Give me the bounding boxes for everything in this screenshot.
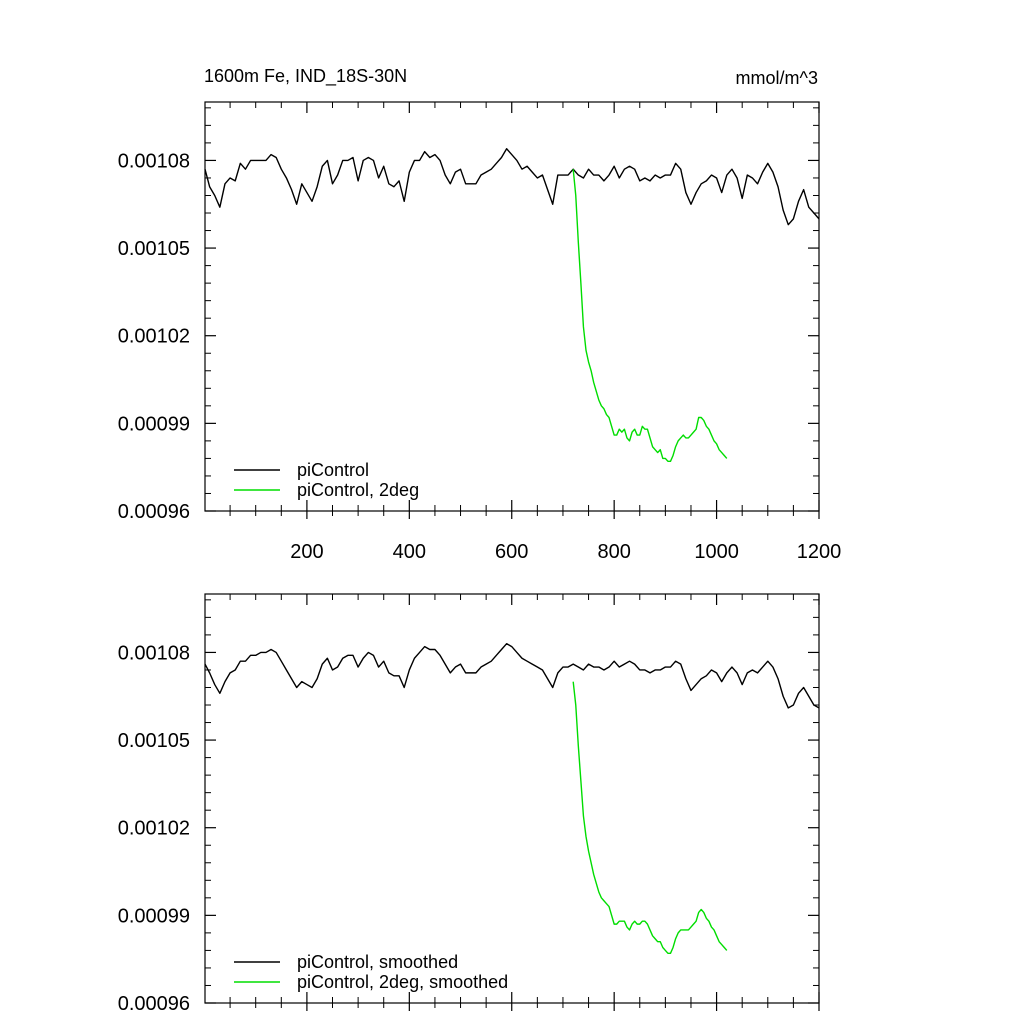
top-panel-marks (204, 148, 820, 463)
top-panel: 1600m Fe, IND_18S-30N mmol/m^3 200 400 600… (118, 66, 842, 563)
legend: piControl piControl, 2deg (234, 460, 419, 500)
series-line-picontrol-2deg-smoothed (572, 681, 728, 955)
y-tick-label: 0.00096 (118, 993, 190, 1015)
series-line-picontrol-smoothed (204, 642, 820, 709)
bottom-panel-ticks: 0.00096 0.00099 0.00102 0.00105 0.00108 (118, 594, 820, 1015)
legend-label-piControl-smoothed: piControl, smoothed (297, 952, 458, 972)
x-tick-label: 800 (597, 541, 630, 563)
y-tick-label: 0.00096 (118, 501, 190, 523)
y-tick-label: 0.00105 (118, 238, 190, 260)
legend-label-piControl: piControl (297, 460, 369, 480)
y-tick-label: 0.00102 (118, 818, 190, 840)
legend-label-piControl-2deg: piControl, 2deg (297, 480, 419, 500)
x-tick-label: 1000 (694, 541, 739, 563)
units-label: mmol/m^3 (736, 68, 818, 88)
x-tick-label: 1200 (797, 541, 842, 563)
plot-frame (204, 593, 820, 1004)
top-panel-ticks: 200 400 600 800 1000 1200 0.00096 0.00099 0.0010… (118, 102, 842, 563)
y-tick-label: 0.00108 (118, 642, 190, 664)
bottom-panel-marks (204, 642, 820, 955)
y-tick-label: 0.00099 (118, 905, 190, 927)
series-line-picontrol (204, 148, 820, 226)
panel-title: 1600m Fe, IND_18S-30N (204, 66, 407, 87)
y-tick-label: 0.00099 (118, 413, 190, 435)
plot-frame (204, 101, 820, 512)
x-tick-label: 400 (393, 541, 426, 563)
bottom-panel: 0.00096 0.00099 0.00102 0.00105 0.00108 piCo… (118, 593, 820, 1015)
legend: piControl, smoothed piControl, 2deg, smo… (234, 952, 508, 992)
series-line-picontrol-2deg (572, 169, 728, 463)
y-tick-label: 0.00102 (118, 326, 190, 348)
legend-label-piControl-2deg-smoothed: piControl, 2deg, smoothed (297, 972, 508, 992)
y-tick-label: 0.00105 (118, 730, 190, 752)
x-tick-label: 600 (495, 541, 528, 563)
x-tick-label: 200 (290, 541, 323, 563)
y-tick-label: 0.00108 (118, 150, 190, 172)
